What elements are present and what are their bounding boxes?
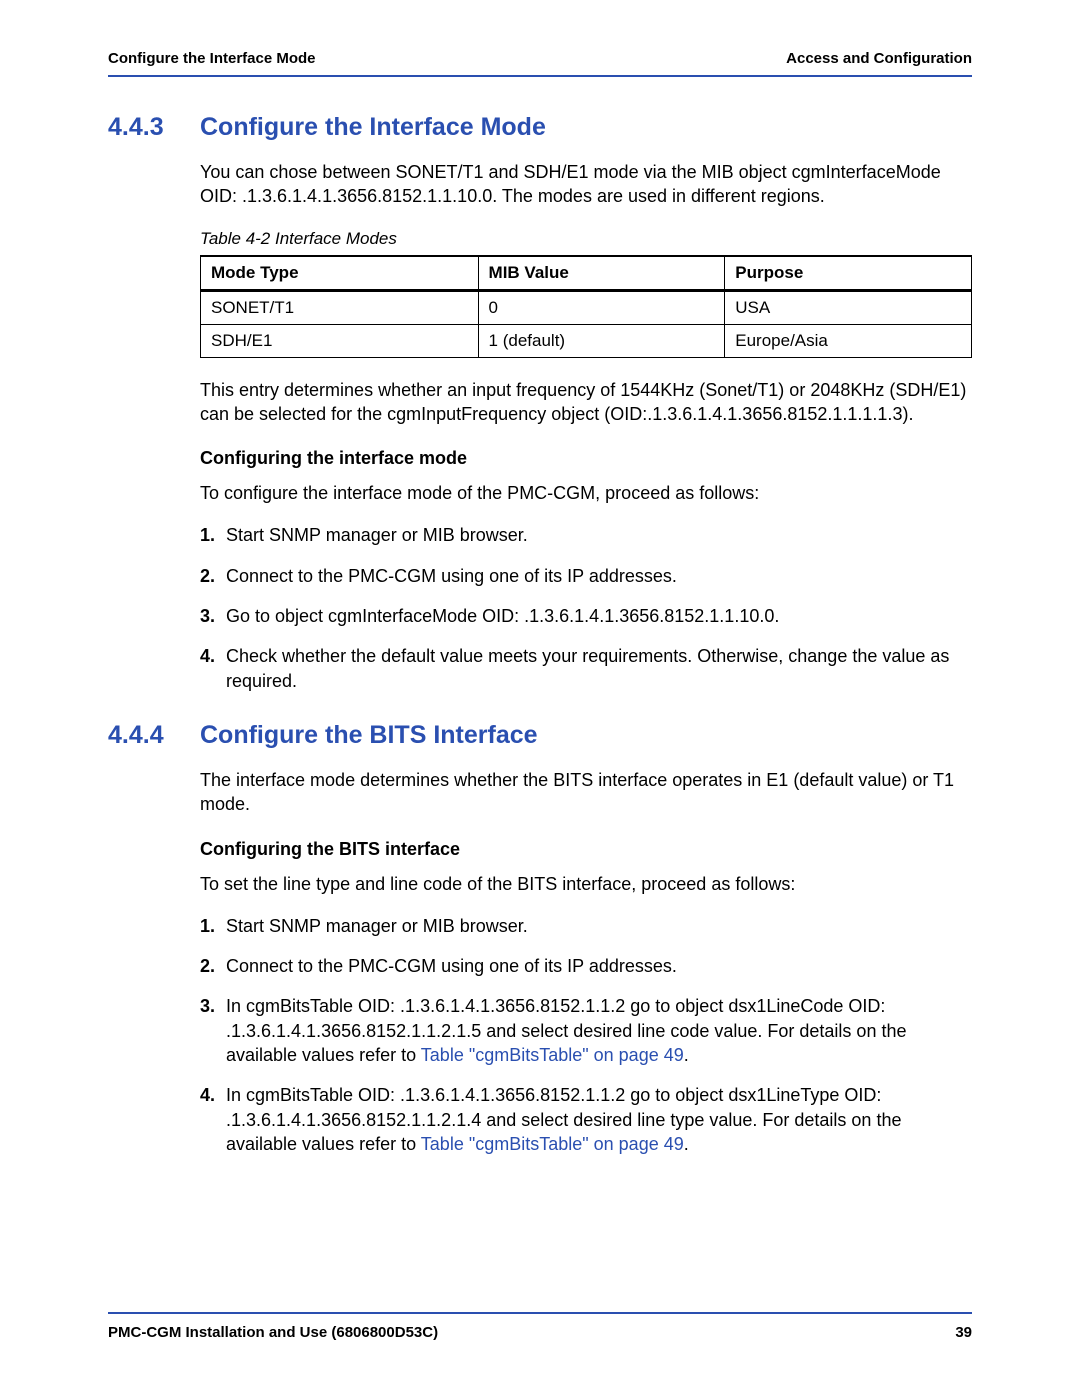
list-item: 1.Start SNMP manager or MIB browser.	[200, 523, 972, 547]
cell: 0	[478, 290, 725, 324]
page-footer: PMC-CGM Installation and Use (6806800D53…	[108, 1312, 972, 1341]
step-number: 3.	[200, 604, 226, 628]
step-number: 3.	[200, 994, 226, 1067]
list-item: 4.Check whether the default value meets …	[200, 644, 972, 693]
section-heading-444: 4.4.4 Configure the BITS Interface	[108, 721, 972, 750]
step-text: In cgmBitsTable OID: .1.3.6.1.4.1.3656.8…	[226, 994, 972, 1067]
interface-modes-table: Mode Type MIB Value Purpose SONET/T1 0 U…	[200, 255, 972, 358]
section-title: Configure the BITS Interface	[200, 721, 538, 750]
steps-list-444: 1. Start SNMP manager or MIB browser. 2.…	[200, 914, 972, 1156]
step-text: Connect to the PMC-CGM using one of its …	[226, 954, 972, 978]
table-caption: Table 4-2 Interface Modes	[200, 229, 972, 249]
step-number: 4.	[200, 644, 226, 693]
section-443-body: You can chose between SONET/T1 and SDH/E…	[200, 160, 972, 693]
header-left: Configure the Interface Mode	[108, 50, 316, 67]
subintro-paragraph: To configure the interface mode of the P…	[200, 481, 972, 505]
subheading-configuring-bits-interface: Configuring the BITS interface	[200, 839, 972, 860]
after-table-paragraph: This entry determines whether an input f…	[200, 378, 972, 427]
step-text: Go to object cgmInterfaceMode OID: .1.3.…	[226, 604, 972, 628]
footer-page-number: 39	[955, 1324, 972, 1341]
cell: Europe/Asia	[725, 324, 972, 357]
running-header: Configure the Interface Mode Access and …	[108, 50, 972, 75]
cell: USA	[725, 290, 972, 324]
header-right: Access and Configuration	[786, 50, 972, 67]
list-item: 1. Start SNMP manager or MIB browser.	[200, 914, 972, 938]
step-number: 1.	[200, 914, 226, 938]
cell: SDH/E1	[201, 324, 479, 357]
table-row: SONET/T1 0 USA	[201, 290, 972, 324]
step-post: .	[684, 1134, 689, 1154]
col-mib-value: MIB Value	[478, 256, 725, 291]
list-item: 4. In cgmBitsTable OID: .1.3.6.1.4.1.365…	[200, 1083, 972, 1156]
intro-paragraph: The interface mode determines whether th…	[200, 768, 972, 817]
step-text: Start SNMP manager or MIB browser.	[226, 914, 972, 938]
subheading-configuring-interface-mode: Configuring the interface mode	[200, 448, 972, 469]
step-text: Start SNMP manager or MIB browser.	[226, 523, 972, 547]
col-mode-type: Mode Type	[201, 256, 479, 291]
cross-reference-link[interactable]: Table "cgmBitsTable" on page 49	[421, 1134, 684, 1154]
header-rule	[108, 75, 972, 77]
section-title: Configure the Interface Mode	[200, 113, 546, 142]
step-number: 4.	[200, 1083, 226, 1156]
step-text: Check whether the default value meets yo…	[226, 644, 972, 693]
step-number: 1.	[200, 523, 226, 547]
section-444-body: The interface mode determines whether th…	[200, 768, 972, 1156]
section-heading-443: 4.4.3 Configure the Interface Mode	[108, 113, 972, 142]
page-content: Configure the Interface Mode Access and …	[0, 0, 1080, 1156]
cross-reference-link[interactable]: Table "cgmBitsTable" on page 49	[421, 1045, 684, 1065]
step-text: Connect to the PMC-CGM using one of its …	[226, 564, 972, 588]
cell: 1 (default)	[478, 324, 725, 357]
subintro-paragraph: To set the line type and line code of th…	[200, 872, 972, 896]
section-number: 4.4.4	[108, 721, 200, 750]
footer-rule	[108, 1312, 972, 1314]
intro-paragraph: You can chose between SONET/T1 and SDH/E…	[200, 160, 972, 209]
cell: SONET/T1	[201, 290, 479, 324]
step-number: 2.	[200, 564, 226, 588]
list-item: 2. Connect to the PMC-CGM using one of i…	[200, 954, 972, 978]
step-number: 2.	[200, 954, 226, 978]
list-item: 2.Connect to the PMC-CGM using one of it…	[200, 564, 972, 588]
table-row: SDH/E1 1 (default) Europe/Asia	[201, 324, 972, 357]
table-header-row: Mode Type MIB Value Purpose	[201, 256, 972, 291]
step-post: .	[684, 1045, 689, 1065]
col-purpose: Purpose	[725, 256, 972, 291]
list-item: 3.Go to object cgmInterfaceMode OID: .1.…	[200, 604, 972, 628]
section-number: 4.4.3	[108, 113, 200, 142]
list-item: 3. In cgmBitsTable OID: .1.3.6.1.4.1.365…	[200, 994, 972, 1067]
footer-left: PMC-CGM Installation and Use (6806800D53…	[108, 1324, 438, 1341]
step-text: In cgmBitsTable OID: .1.3.6.1.4.1.3656.8…	[226, 1083, 972, 1156]
steps-list-443: 1.Start SNMP manager or MIB browser. 2.C…	[200, 523, 972, 692]
